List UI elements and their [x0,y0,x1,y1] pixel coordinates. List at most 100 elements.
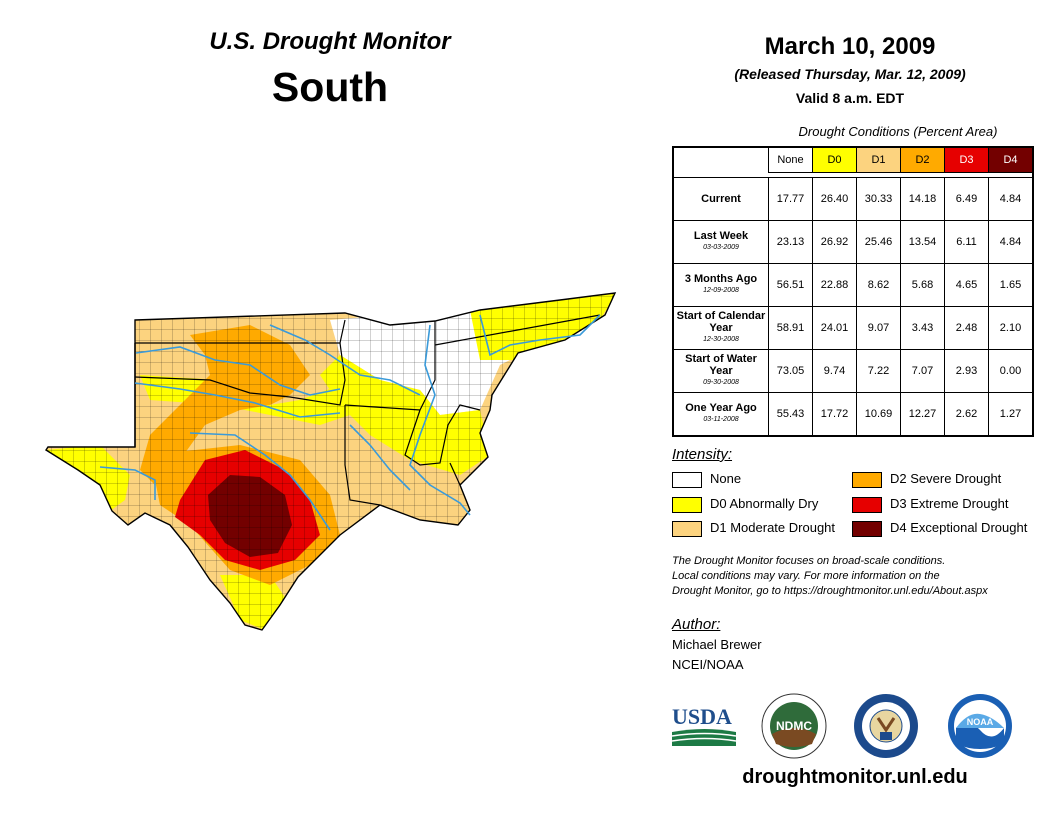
legend-swatch [852,520,882,537]
table-cell: 2.93 [944,349,989,393]
row-label: 3 Months Ago 12-09-2008 [672,263,769,307]
legend-swatch [672,496,702,513]
row-label-text: Start of Water Year [685,353,757,377]
row-label: Last Week 03-03-2009 [672,220,769,264]
release-date: (Released Thursday, Mar. 12, 2009) [734,66,966,82]
table-cell: 1.65 [988,263,1034,307]
table-header-row: None D0 D1 D2 D3 D4 [673,146,1034,173]
note-line: Local conditions may vary. For more info… [672,570,940,582]
table-cell: 24.01 [812,306,857,350]
column-d3: D3 [944,146,989,173]
disclaimer-note: The Drought Monitor focuses on broad-sca… [672,554,1042,599]
table-row: 3 Months Ago 12-09-2008 56.51 22.88 8.62 5.68… [672,263,1034,307]
table-cell: 0.00 [988,349,1034,393]
note-line: Drought Monitor, go to https://droughtmo… [672,585,988,597]
legend-swatch [852,496,882,513]
drought-conditions-table: None D0 D1 D2 D3 D4 Current 17.77 26.40 30.… [672,146,1034,437]
legend-d2: D2 Severe Drought [852,470,1001,488]
author-org: NCEI/NOAA [672,657,744,672]
table-row: Start of Water Year 09-30-2008 73.05 9.74 7.… [672,349,1034,393]
table-caption: Drought Conditions (Percent Area) [798,124,998,139]
table-cell: 2.10 [988,306,1034,350]
row-date: 03-03-2009 [703,244,739,251]
table-cell: 3.43 [900,306,945,350]
column-d4: D4 [988,146,1034,173]
row-label: Current [672,177,769,221]
table-cell: 14.18 [900,177,945,221]
legend-none: None [672,470,741,488]
table-cell: 1.27 [988,392,1034,437]
row-label-text: 3 Months Ago [684,273,758,285]
usda-logo-text: USDA [672,704,732,729]
map-date: March 10, 2009 [764,33,936,60]
table-cell: 25.46 [856,220,901,264]
table-cell: 30.33 [856,177,901,221]
map-title: U.S. Drought Monitor [209,28,451,55]
author-title: Author: [672,616,721,633]
doc-seal-logo [854,694,918,758]
table-cell: 23.13 [768,220,813,264]
legend-d0: D0 Abnormally Dry [672,495,818,513]
table-cell: 5.68 [900,263,945,307]
row-date: 03-11-2008 [703,416,739,423]
legend-swatch [852,471,882,488]
drought-map [45,292,617,631]
legend-d3: D3 Extreme Drought [852,495,1009,513]
column-d1: D1 [856,146,901,173]
row-label: Start of Water Year 09-30-2008 [672,349,769,393]
table-row: Start of Calendar Year 12-30-2008 58.91 24.… [672,306,1034,350]
table-cell: 56.51 [768,263,813,307]
note-line: The Drought Monitor focuses on broad-sca… [672,555,946,567]
legend-label: None [710,471,742,486]
table-row: Last Week 03-03-2009 23.13 26.92 25.46 13.54 6… [672,220,1034,264]
table-corner [673,147,769,173]
table-cell: 9.07 [856,306,901,350]
table-cell: 10.69 [856,392,901,437]
legend-label: D3 Extreme Drought [890,496,1009,511]
table-row: Current 17.77 26.40 30.33 14.18 6.49 4.84 [672,177,1034,221]
table-cell: 26.92 [812,220,857,264]
legend-label: D0 Abnormally Dry [710,496,819,511]
row-label-text: One Year Ago [685,402,757,414]
author-name: Michael Brewer [672,637,762,652]
row-date: 09-30-2008 [703,379,739,386]
legend-label: D1 Moderate Drought [710,520,836,535]
row-date: 12-30-2008 [703,336,739,343]
row-label-text: Start of Calendar Year [676,310,766,334]
footer-url[interactable]: droughtmonitor.unl.edu [742,766,968,788]
usda-logo: USDA [671,704,737,746]
table-cell: 58.91 [768,306,813,350]
table-row: One Year Ago 03-11-2008 55.43 17.72 10.69 12.… [672,392,1034,437]
legend-title: Intensity: [672,446,733,463]
table-cell: 8.62 [856,263,901,307]
table-cell: 4.84 [988,177,1034,221]
column-d2: D2 [900,146,945,173]
table-cell: 6.49 [944,177,989,221]
noaa-logo-text: NOAA [967,717,994,727]
region-title: South [271,64,389,110]
table-cell: 7.07 [900,349,945,393]
ndmc-logo: NDMC [761,693,827,759]
table-cell: 26.40 [812,177,857,221]
table-cell: 12.27 [900,392,945,437]
noaa-logo: NOAA [948,694,1012,758]
column-none: None [768,146,813,173]
row-label: One Year Ago 03-11-2008 [672,392,769,437]
table-cell: 6.11 [944,220,989,264]
table-cell: 2.48 [944,306,989,350]
row-label-text: Last Week [693,230,749,242]
legend-d4: D4 Exceptional Drought [852,519,1027,537]
table-cell: 22.88 [812,263,857,307]
row-date: 12-09-2008 [703,287,739,294]
table-cell: 73.05 [768,349,813,393]
ndmc-logo-text: NDMC [776,719,812,733]
valid-time: Valid 8 a.m. EDT [795,90,905,106]
row-label-text: Current [701,193,741,205]
table-cell: 4.84 [988,220,1034,264]
legend-swatch [672,520,702,537]
table-cell: 55.43 [768,392,813,437]
legend-label: D4 Exceptional Drought [890,520,1028,535]
column-d0: D0 [812,146,857,173]
table-cell: 7.22 [856,349,901,393]
legend-label: D2 Severe Drought [890,471,1002,486]
